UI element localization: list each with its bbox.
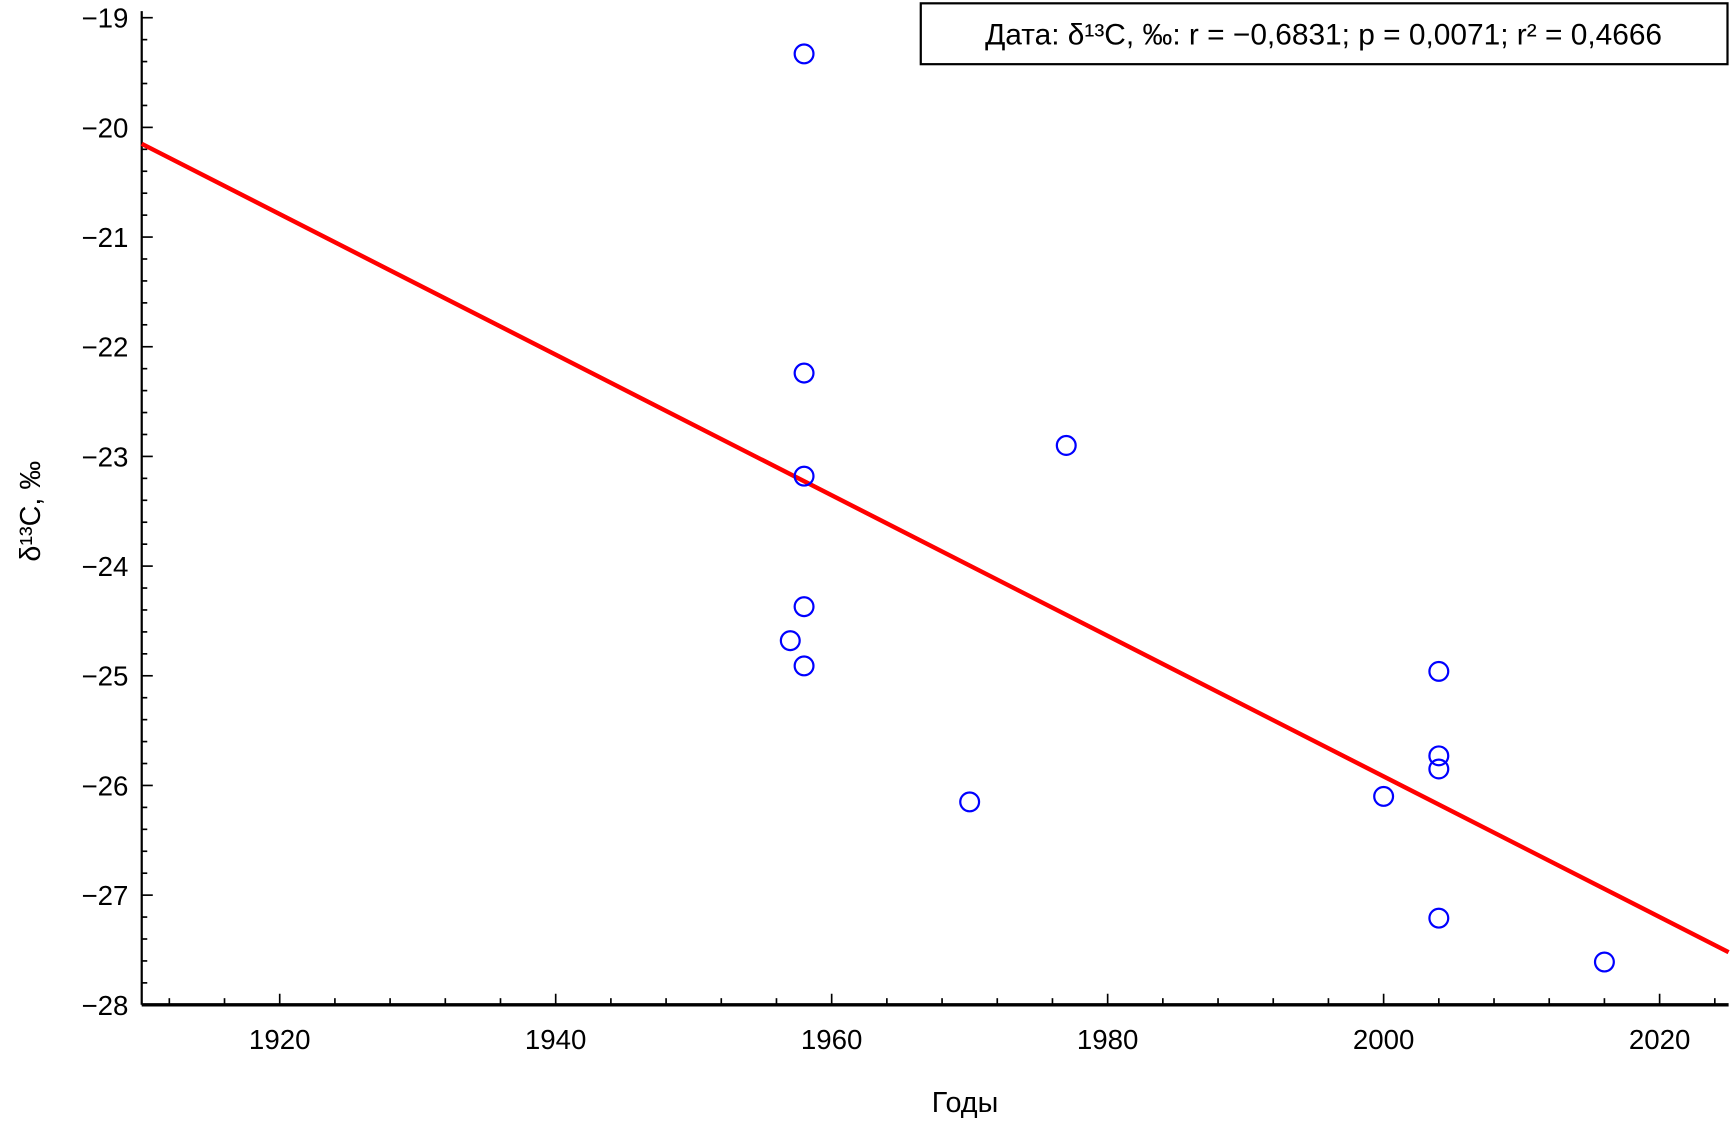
- x-tick-label: 1920: [249, 1024, 311, 1055]
- fit-line: [140, 141, 1730, 955]
- y-tick-label: −26: [82, 770, 129, 801]
- data-point: [1593, 951, 1615, 973]
- x-tick-label: 2020: [1629, 1024, 1691, 1055]
- y-tick-label: −20: [82, 112, 129, 143]
- x-tick-label: 2000: [1353, 1024, 1415, 1055]
- data-point: [793, 465, 815, 487]
- data-point: [793, 655, 815, 677]
- x-axis-label: Годы: [932, 1087, 998, 1119]
- y-tick-labels: −19 −20 −21 −22 −23 −24 −25 −26 −27 −28: [82, 3, 129, 1021]
- x-tick-label: 1960: [801, 1024, 863, 1055]
- data-point: [793, 596, 815, 618]
- data-point: [779, 630, 801, 652]
- data-point: [793, 362, 815, 384]
- y-tick-label: −23: [82, 441, 129, 472]
- legend-text: Дата: δ¹³C, ‰: r = −0,6831; p = 0,0071; …: [985, 18, 1662, 51]
- x-tick-label: 1940: [525, 1024, 587, 1055]
- y-tick-label: −25: [82, 661, 129, 692]
- data-point: [1373, 785, 1395, 807]
- y-tick-label: −27: [82, 880, 129, 911]
- y-tick-label: −24: [82, 551, 129, 582]
- x-tick-labels: 1920 1940 1960 1980 2000 2020: [249, 1024, 1690, 1055]
- data-point: [1428, 758, 1450, 780]
- y-tick-label: −28: [82, 990, 129, 1021]
- y-tick-label: −21: [82, 222, 129, 253]
- axes: [140, 11, 1729, 1007]
- y-tick-label: −22: [82, 332, 129, 363]
- y-axis-label: δ¹³C, ‰: [15, 461, 47, 562]
- data-point: [1055, 434, 1077, 456]
- regression-line: [140, 141, 1730, 955]
- data-points: [779, 43, 1615, 973]
- legend-box: Дата: δ¹³C, ‰: r = −0,6831; p = 0,0071; …: [919, 2, 1729, 66]
- x-tick-label: 1980: [1077, 1024, 1139, 1055]
- data-point: [1428, 907, 1450, 929]
- y-tick-label: −19: [82, 3, 129, 34]
- data-point: [959, 791, 981, 813]
- data-point: [1428, 745, 1450, 767]
- data-point: [793, 43, 815, 65]
- data-point: [1428, 660, 1450, 682]
